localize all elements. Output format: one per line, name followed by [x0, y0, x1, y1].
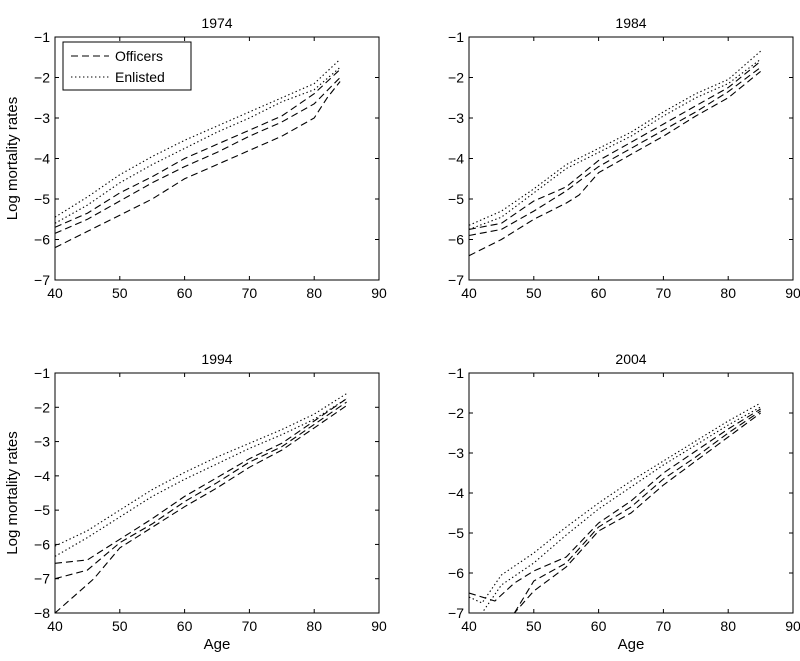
y-tick-label: −4 [34, 151, 50, 167]
y-tick-label: −1 [448, 29, 464, 45]
y-tick-label: −8 [34, 605, 50, 621]
x-tick-label: 60 [591, 618, 607, 634]
x-tick-label: 40 [47, 285, 63, 301]
y-tick-label: −4 [448, 151, 464, 167]
panel-title: 1984 [615, 15, 646, 31]
x-tick-label: 70 [242, 285, 258, 301]
x-tick-label: 80 [720, 618, 736, 634]
x-tick-label: 40 [461, 285, 477, 301]
x-tick-label: 50 [526, 618, 542, 634]
x-tick-label: 70 [656, 285, 672, 301]
x-tick-label: 60 [177, 618, 193, 634]
legend-label-officers: Officers [115, 48, 163, 64]
officers-series-line-2 [469, 66, 761, 237]
axes-frame [468, 372, 794, 614]
panel-1974: 40 50 60 70 80 90 −7 −6 −5 −4 −3 −2 −1 1974 Log mortal… [4, 15, 387, 301]
y-tick-label: −2 [34, 70, 50, 86]
enlisted-series-line-5 [469, 50, 761, 226]
axes-frame [54, 372, 380, 614]
legend-label-enlisted: Enlisted [115, 69, 165, 85]
series-group [469, 50, 761, 257]
y-tick-label: −5 [34, 191, 50, 207]
legend-box [62, 41, 192, 91]
y-tick-label: −3 [34, 110, 50, 126]
x-tick-label: 70 [656, 618, 672, 634]
y-tick-label: −6 [448, 232, 464, 248]
panel-1994: 40 50 60 70 80 90 −8 −7 −6 −5 −4 −3 −2 −1 1994 Age Log m… [4, 351, 387, 653]
y-tick-label: −3 [34, 434, 50, 450]
panel-title: 1974 [201, 15, 232, 31]
y-tick-label: −2 [448, 70, 464, 86]
y-tick-label: −6 [34, 232, 50, 248]
x-tick-label: 90 [785, 618, 800, 634]
enlisted-series-line-4 [55, 398, 347, 557]
officers-series-line-2 [513, 410, 761, 613]
y-tick-label: −7 [34, 272, 50, 288]
x-tick-label: 90 [785, 285, 800, 301]
y-tick-label: −5 [448, 191, 464, 207]
x-tick-label: 50 [112, 618, 128, 634]
officers-series-line-3 [55, 398, 347, 564]
panel-1984: 40 50 60 70 80 90 −7 −6 −5 −4 −3 −2 −1 1984 [448, 15, 800, 301]
y-tick-label: −1 [34, 29, 50, 45]
y-tick-label: −7 [448, 605, 464, 621]
x-tick-label: 80 [306, 618, 322, 634]
x-tick-label: 60 [591, 285, 607, 301]
enlisted-series-line-5 [469, 402, 761, 604]
officers-series-line-1 [55, 405, 347, 613]
x-tick-label: 40 [461, 618, 477, 634]
enlisted-series-line-4 [469, 58, 761, 230]
x-tick-label: 70 [242, 618, 258, 634]
officers-series-line-3 [469, 408, 761, 602]
enlisted-series-line-4 [469, 406, 761, 613]
x-tick-label: 50 [112, 285, 128, 301]
legend: Officers Enlisted [62, 41, 192, 91]
panel-title: 1994 [201, 351, 232, 367]
x-tick-label: 90 [371, 618, 387, 634]
series-group [55, 393, 347, 613]
y-tick-label: −4 [34, 468, 50, 484]
y-tick-label: −4 [448, 485, 464, 501]
x-axis-label: Age [618, 636, 645, 653]
y-axis-label: Log mortality rates [4, 97, 21, 220]
axes-frame [468, 36, 794, 281]
y-tick-label: −3 [448, 445, 464, 461]
officers-series-line-3 [469, 60, 761, 230]
officers-series-line-2 [55, 77, 341, 234]
y-tick-label: −7 [448, 272, 464, 288]
officers-series-line-1 [55, 81, 341, 249]
x-tick-label: 40 [47, 618, 63, 634]
y-axis-label: Log mortality rates [4, 431, 21, 554]
y-tick-label: −3 [448, 110, 464, 126]
y-tick-label: −1 [34, 365, 50, 381]
y-tick-label: −6 [448, 565, 464, 581]
panel-2004: 40 50 60 70 80 90 −7 −6 −5 −4 −3 −2 −1 2004 Age [448, 351, 800, 653]
officers-series-line-3 [55, 68, 341, 228]
y-tick-label: −2 [34, 399, 50, 415]
y-tick-label: −7 [34, 571, 50, 587]
panel-title: 2004 [615, 351, 646, 367]
enlisted-series-line-5 [55, 393, 347, 547]
x-tick-label: 80 [720, 285, 736, 301]
y-tick-label: −5 [448, 525, 464, 541]
y-tick-label: −2 [448, 405, 464, 421]
officers-series-line-2 [55, 401, 347, 580]
x-axis-label: Age [204, 636, 231, 653]
x-tick-label: 80 [306, 285, 322, 301]
officers-series-line-1 [501, 412, 761, 613]
y-tick-label: −6 [34, 536, 50, 552]
x-tick-label: 90 [371, 285, 387, 301]
x-tick-label: 60 [177, 285, 193, 301]
enlisted-series-line-4 [55, 66, 341, 224]
series-group [469, 402, 761, 613]
y-tick-label: −1 [448, 365, 464, 381]
x-tick-label: 50 [526, 285, 542, 301]
y-tick-label: −5 [34, 502, 50, 518]
enlisted-series-line-5 [55, 58, 341, 218]
series-group [55, 58, 341, 249]
officers-series-line-1 [469, 70, 761, 257]
